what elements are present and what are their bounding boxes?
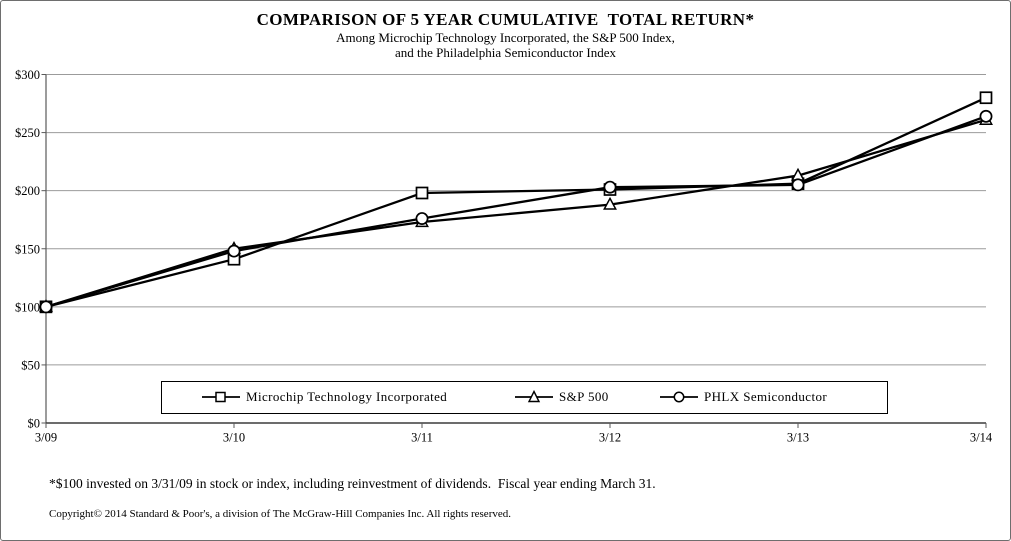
x-tick-label: 3/13 xyxy=(787,431,809,445)
series-markers-0 xyxy=(39,91,993,314)
y-tick-label: $250 xyxy=(15,126,40,140)
chart-legend: Microchip Technology Incorporated S&P 50… xyxy=(161,381,888,414)
circle-marker-icon xyxy=(660,391,698,403)
legend-label-microchip: Microchip Technology Incorporated xyxy=(246,389,448,404)
legend-entry-sp500: S&P 500 xyxy=(515,382,609,412)
x-tick-label: 3/10 xyxy=(223,431,245,445)
x-tick-label: 3/14 xyxy=(970,431,993,445)
series-line-2 xyxy=(45,115,987,308)
legend-entry-microchip: Microchip Technology Incorporated xyxy=(202,382,447,412)
chart-subtitle-line1: Among Microchip Technology Incorporated,… xyxy=(336,30,675,45)
y-tick-label: $200 xyxy=(15,184,40,198)
y-tick-label: $100 xyxy=(15,300,40,314)
series-markers-1 xyxy=(39,112,993,312)
legend-entry-phlx: PHLX Semiconductor xyxy=(660,382,827,412)
chart-title: COMPARISON OF 5 YEAR CUMULATIVE TOTAL RE… xyxy=(256,10,755,29)
series-markers-2 xyxy=(39,109,993,314)
legend-label-sp500: S&P 500 xyxy=(559,389,609,404)
x-tick-label: 3/11 xyxy=(411,431,433,445)
series-line-0 xyxy=(45,96,987,308)
triangle-marker-icon xyxy=(515,390,553,403)
gridlines xyxy=(46,74,986,366)
x-tick-label: 3/12 xyxy=(599,431,621,445)
y-tick-label: $0 xyxy=(28,417,41,431)
chart-footnote: *$100 invested on 3/31/09 in stock or in… xyxy=(49,476,656,491)
y-tick-label: $150 xyxy=(15,242,40,256)
legend-label-phlx: PHLX Semiconductor xyxy=(704,389,828,404)
copyright-notice: Copyright© 2014 Standard & Poor's, a div… xyxy=(49,508,511,520)
y-tick-label: $300 xyxy=(15,68,40,82)
square-marker-icon xyxy=(202,391,240,403)
y-tick-label: $50 xyxy=(21,358,40,372)
x-tick-label: 3/09 xyxy=(35,431,57,445)
series-line-1 xyxy=(45,118,987,308)
chart-subtitle-line2: and the Philadelphia Semiconductor Index xyxy=(395,45,616,60)
